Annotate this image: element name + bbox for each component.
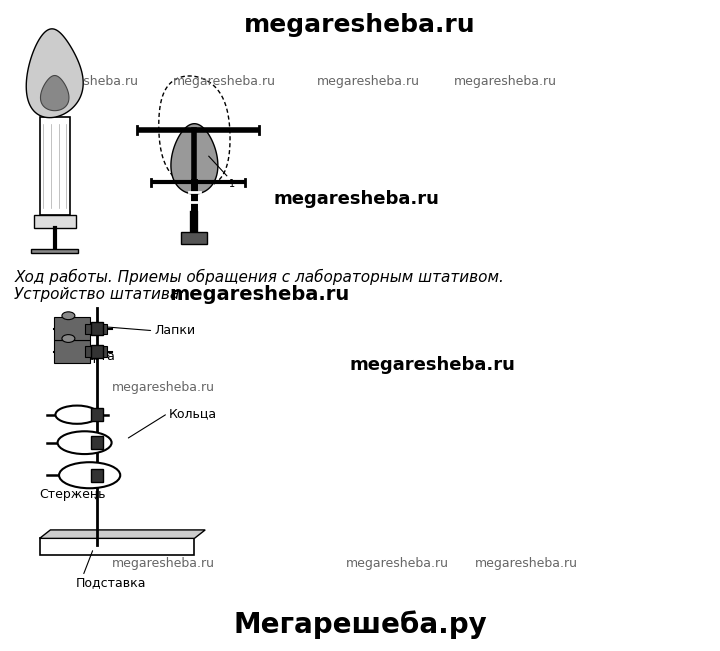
Polygon shape: [159, 76, 230, 187]
Bar: [85, 346, 107, 357]
Polygon shape: [26, 29, 84, 118]
Text: megaresheba.ru: megaresheba.ru: [112, 557, 215, 570]
Bar: [91, 345, 103, 358]
Text: megaresheba.ru: megaresheba.ru: [475, 557, 578, 570]
Polygon shape: [40, 530, 205, 538]
Text: Мегарешеба.ру: Мегарешеба.ру: [233, 611, 487, 639]
Text: megaresheba.ru: megaresheba.ru: [112, 381, 215, 394]
Bar: [54, 317, 90, 340]
Text: megaresheba.ru: megaresheba.ru: [274, 189, 439, 208]
Text: megaresheba.ru: megaresheba.ru: [349, 355, 515, 374]
Bar: [91, 436, 103, 449]
Bar: [31, 249, 78, 253]
Text: Подставка: Подставка: [76, 576, 146, 589]
Bar: [54, 340, 90, 363]
Bar: [91, 322, 103, 335]
Ellipse shape: [62, 335, 75, 342]
Ellipse shape: [58, 431, 112, 454]
Text: megaresheba.ru: megaresheba.ru: [346, 557, 449, 570]
Bar: [34, 215, 76, 228]
Text: Кольца: Кольца: [169, 407, 217, 420]
Text: megaresheba.ru: megaresheba.ru: [244, 13, 476, 36]
Text: megaresheba.ru: megaresheba.ru: [36, 75, 139, 88]
Ellipse shape: [62, 312, 75, 320]
Polygon shape: [40, 76, 69, 111]
Bar: [91, 408, 103, 421]
Text: megaresheba.ru: megaresheba.ru: [169, 284, 349, 304]
Text: Муфта: Муфта: [72, 350, 116, 363]
Bar: [85, 324, 107, 334]
Polygon shape: [40, 538, 194, 555]
Text: megaresheba.ru: megaresheba.ru: [454, 75, 557, 88]
Polygon shape: [171, 124, 218, 194]
Text: 1: 1: [229, 179, 235, 189]
Ellipse shape: [55, 406, 99, 424]
Bar: [40, 117, 70, 215]
Text: Стержень: Стержень: [40, 488, 106, 501]
Bar: [91, 469, 103, 482]
Bar: [181, 232, 207, 244]
Text: megaresheba.ru: megaresheba.ru: [173, 75, 276, 88]
Text: megaresheba.ru: megaresheba.ru: [317, 75, 420, 88]
Text: Ход работы. Приемы обращения с лабораторным штативом.: Ход работы. Приемы обращения с лаборатор…: [14, 269, 504, 284]
Text: Устройство штатива:: Устройство штатива:: [14, 286, 194, 302]
Ellipse shape: [59, 462, 120, 488]
Text: Лапки: Лапки: [155, 324, 196, 337]
